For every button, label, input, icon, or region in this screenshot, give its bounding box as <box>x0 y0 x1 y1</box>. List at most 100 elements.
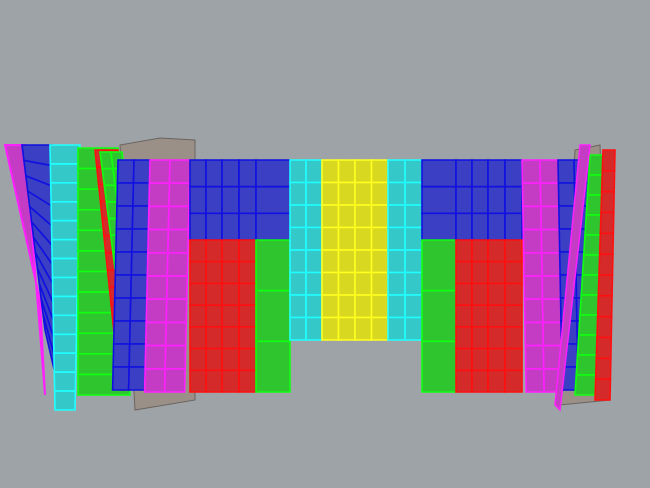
panel-green <box>255 239 291 292</box>
panel-yellow <box>370 271 389 296</box>
panel-red <box>504 239 523 263</box>
panel-green <box>421 340 457 393</box>
panel-cyan <box>387 249 406 274</box>
panel-magenta <box>165 275 189 301</box>
panel-blue <box>487 159 506 188</box>
facade-column <box>387 159 423 341</box>
panel-magenta <box>540 228 561 254</box>
panel-magenta <box>164 344 187 370</box>
left-strip-cyan <box>49 144 81 165</box>
panel-yellow <box>370 159 389 184</box>
panel-blue <box>471 212 489 241</box>
panel-yellow <box>337 249 356 274</box>
left-strip-cyan <box>50 200 80 222</box>
panel-magenta <box>145 275 169 301</box>
panel-cyan <box>404 316 423 341</box>
panel-red <box>205 282 223 306</box>
panel-yellow <box>337 181 356 206</box>
panel-magenta <box>539 182 560 208</box>
panel-magenta <box>539 159 560 184</box>
panel-magenta <box>167 205 190 231</box>
left-strip-cyan <box>53 390 77 411</box>
panel-cyan <box>387 294 406 319</box>
panel-red <box>189 260 207 285</box>
panel-cyan <box>305 159 323 184</box>
facade-column <box>189 159 223 393</box>
panel-magenta <box>542 321 563 347</box>
panel-blue <box>128 343 147 368</box>
right-strip-green <box>576 334 599 356</box>
facade-column <box>354 159 389 341</box>
panel-blue <box>131 205 150 230</box>
panel-red <box>189 326 207 350</box>
panel-cyan <box>404 226 423 251</box>
panel-magenta <box>144 344 167 370</box>
panel-yellow <box>337 271 356 296</box>
panel-magenta <box>166 252 189 277</box>
right-strip-red <box>599 211 615 235</box>
panel-magenta <box>541 275 562 301</box>
panel-blue <box>205 212 223 241</box>
panel-red <box>471 326 489 350</box>
panel-red <box>471 369 489 393</box>
panel-red <box>471 282 489 306</box>
panel-red <box>221 282 240 306</box>
left-strip-cyan <box>53 371 77 392</box>
right-strip-red <box>600 190 615 214</box>
panel-cyan <box>289 294 307 319</box>
panel-red <box>238 239 257 263</box>
panel-magenta <box>147 205 170 231</box>
panel-cyan <box>289 249 307 274</box>
panel-blue <box>238 185 257 215</box>
right-strip-red <box>595 336 613 360</box>
panel-yellow <box>337 316 356 341</box>
left-strip-cyan <box>52 295 78 317</box>
panel-magenta <box>146 252 169 277</box>
panel-cyan <box>289 204 307 229</box>
panel-yellow <box>370 204 389 229</box>
panel-blue <box>471 185 489 215</box>
panel-magenta <box>167 228 190 254</box>
panel-yellow <box>321 159 340 184</box>
panel-yellow <box>354 226 373 251</box>
panel-red <box>471 260 489 285</box>
panel-red <box>189 282 207 306</box>
panel-cyan <box>387 226 406 251</box>
panel-cyan <box>305 271 323 296</box>
facade-column <box>487 159 523 393</box>
panel-cyan <box>289 159 307 184</box>
panel-cyan <box>404 159 423 184</box>
panel-blue <box>557 182 576 207</box>
panel-red <box>504 347 523 372</box>
right-strip-red <box>594 357 612 380</box>
panel-blue <box>205 159 223 188</box>
panel-blue <box>115 228 134 253</box>
panel-red <box>487 239 506 263</box>
panel-red <box>238 260 257 285</box>
panel-blue <box>116 159 135 184</box>
panel-blue <box>132 159 151 184</box>
facade-column <box>255 159 291 393</box>
panel-cyan <box>387 204 406 229</box>
panel-cyan <box>289 271 307 296</box>
panel-yellow <box>370 181 389 206</box>
panel-blue <box>255 159 291 188</box>
panel-blue <box>111 366 130 391</box>
panel-cyan <box>305 316 323 341</box>
left-strip-cyan <box>51 276 79 298</box>
panel-blue <box>421 185 457 215</box>
panel-red <box>487 369 506 393</box>
facade-column <box>321 159 356 341</box>
panel-blue <box>112 320 132 345</box>
facade-column <box>111 159 151 391</box>
panel-green <box>421 289 457 343</box>
panel-yellow <box>337 159 356 184</box>
panel-blue <box>221 159 240 188</box>
panel-magenta <box>524 321 545 347</box>
panel-yellow <box>321 294 340 319</box>
panel-magenta <box>168 182 191 208</box>
left-strip-cyan <box>51 257 79 279</box>
facade-column <box>521 159 564 393</box>
